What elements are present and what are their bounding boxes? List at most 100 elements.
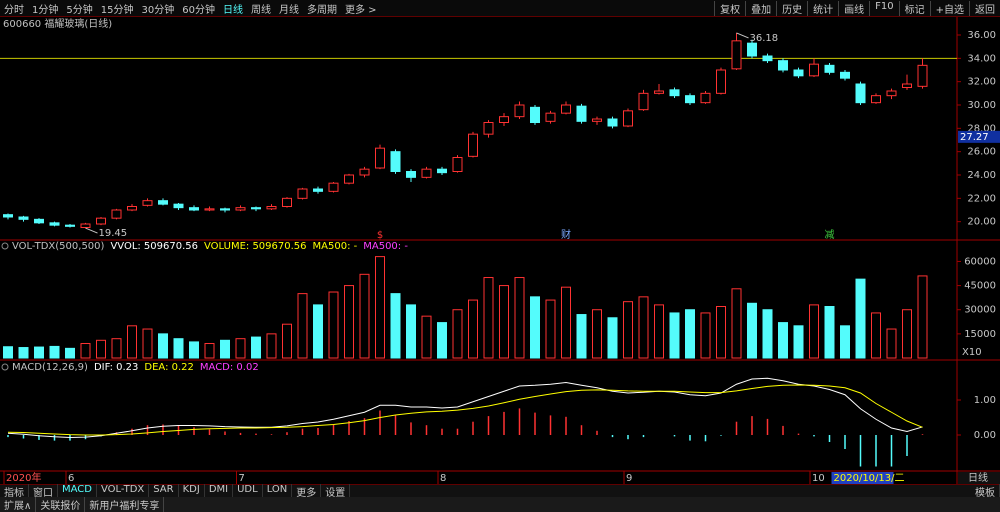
legend-item: DIF: 0.23 <box>94 362 138 373</box>
cursor-price-box <box>958 130 1000 143</box>
candle-body <box>607 118 618 127</box>
indicator-tab[interactable]: 设置 <box>321 483 351 499</box>
volume-bar <box>390 293 401 359</box>
indicator-tab[interactable]: DMI <box>205 483 234 499</box>
cursor-date: 2020/10/13/二 <box>834 473 905 484</box>
volume-bar <box>561 286 571 359</box>
volume-bar <box>731 288 742 359</box>
volume-bar <box>158 333 168 359</box>
volume-bar <box>65 347 75 359</box>
panel-title: MACD(12,26,9) <box>12 362 88 373</box>
candle-body <box>158 200 168 205</box>
tool-button[interactable]: +自选 <box>929 0 969 16</box>
candle-body <box>235 207 246 211</box>
volume-bar <box>607 317 618 359</box>
volume-bar <box>204 343 215 359</box>
volume-bar <box>499 285 509 359</box>
tool-button[interactable]: 复权 <box>714 0 745 16</box>
volume-bar <box>375 256 385 359</box>
volume-bar <box>592 309 602 359</box>
low-annotation: 19.45 <box>99 228 128 239</box>
volume-bar <box>266 333 277 359</box>
period-button[interactable]: 1分钟 <box>32 4 59 16</box>
volume-bar <box>189 341 199 359</box>
tool-button[interactable]: 标记 <box>898 0 930 16</box>
volume-bar <box>468 299 478 359</box>
volume-bar <box>762 309 773 359</box>
y-tick-label: 15000 <box>964 329 996 340</box>
tool-button[interactable]: 统计 <box>807 0 838 16</box>
period-button[interactable]: 30分钟 <box>141 4 175 16</box>
candle-body <box>127 206 137 211</box>
candle-body <box>3 214 13 218</box>
volume-bar <box>530 296 540 359</box>
status-item[interactable]: 关联报价 <box>36 497 86 512</box>
status-item[interactable]: 新用户福利专享 <box>85 497 165 512</box>
indicator-tab[interactable]: UDL <box>233 483 263 499</box>
volume-bar <box>452 309 463 359</box>
volume-bar <box>886 328 897 359</box>
volume-bar <box>576 314 587 359</box>
volume-bar <box>669 312 680 359</box>
candle-body <box>34 218 44 224</box>
indicator-tab[interactable]: VOL-TDX <box>97 483 150 499</box>
y-tick-label: 22.00 <box>967 193 996 204</box>
y-tick-label: 45000 <box>964 281 996 292</box>
tool-button[interactable]: 画线 <box>838 0 869 16</box>
volume-bar <box>514 277 525 359</box>
period-button[interactable]: 周线 <box>250 4 271 16</box>
period-button[interactable]: 月线 <box>278 4 299 16</box>
period-button[interactable]: 日线 <box>222 4 243 16</box>
volume-bar <box>654 304 664 359</box>
indicator-tab[interactable]: SAR <box>149 483 179 499</box>
tool-group: 复权 叠加 历史 统计 画线 F10 标记 +自选 返回 <box>714 0 1000 16</box>
period-label: 日线 <box>968 471 988 484</box>
x-tick-label: 2020年 <box>6 471 41 484</box>
indicator-tab[interactable]: 指标 <box>0 483 29 499</box>
volume-bar <box>313 304 323 359</box>
period-button[interactable]: 分时 <box>4 4 24 16</box>
legend-item: MA500: - <box>363 241 408 252</box>
indicator-tab[interactable]: 窗口 <box>29 483 58 499</box>
candle-body <box>654 90 664 94</box>
period-button[interactable]: 多周期 <box>306 4 337 16</box>
tool-button[interactable]: 叠加 <box>745 0 776 16</box>
candle-body <box>142 200 153 206</box>
period-button[interactable]: 5分钟 <box>66 4 93 16</box>
volume-bar <box>855 278 866 359</box>
period-button[interactable]: 15分钟 <box>100 4 134 16</box>
candle-body <box>483 122 494 135</box>
indicator-tab[interactable]: 更多 <box>292 483 322 499</box>
candle-body <box>111 209 122 219</box>
tool-button[interactable]: 返回 <box>969 0 1000 16</box>
leader <box>736 32 749 39</box>
indicator-tab[interactable]: KDJ <box>179 483 205 499</box>
legend-item: VVOL: 509670.56 <box>110 241 198 252</box>
candle-body <box>685 95 695 104</box>
volume-bar <box>3 346 13 359</box>
volume-bar <box>902 309 912 359</box>
y-tick-label: 60000 <box>964 256 996 267</box>
candle-body <box>778 60 788 71</box>
period-button[interactable]: 60分钟 <box>182 4 215 16</box>
volume-bar <box>251 336 261 359</box>
legend-item: MA500: - <box>313 241 358 252</box>
candle-body <box>18 216 29 220</box>
candle-body <box>375 147 385 169</box>
header-icon <box>1 242 9 250</box>
indicator-tab[interactable]: MACD <box>58 483 97 499</box>
y-tick-label: 36.00 <box>967 30 996 41</box>
candle-body <box>840 71 850 79</box>
y-tick-label: 20.00 <box>967 217 996 228</box>
tool-button[interactable]: F10 <box>869 0 898 16</box>
candle-body <box>421 168 432 178</box>
period-button[interactable]: 更多 > <box>344 4 377 16</box>
candle-body <box>344 174 354 184</box>
status-item[interactable]: 扩展∧ <box>0 497 37 512</box>
tool-button[interactable]: 历史 <box>776 0 807 16</box>
candle-body <box>592 118 602 122</box>
volume-bar <box>421 315 432 359</box>
candle-body <box>917 64 928 87</box>
indicator-tab[interactable]: LON <box>263 483 293 499</box>
